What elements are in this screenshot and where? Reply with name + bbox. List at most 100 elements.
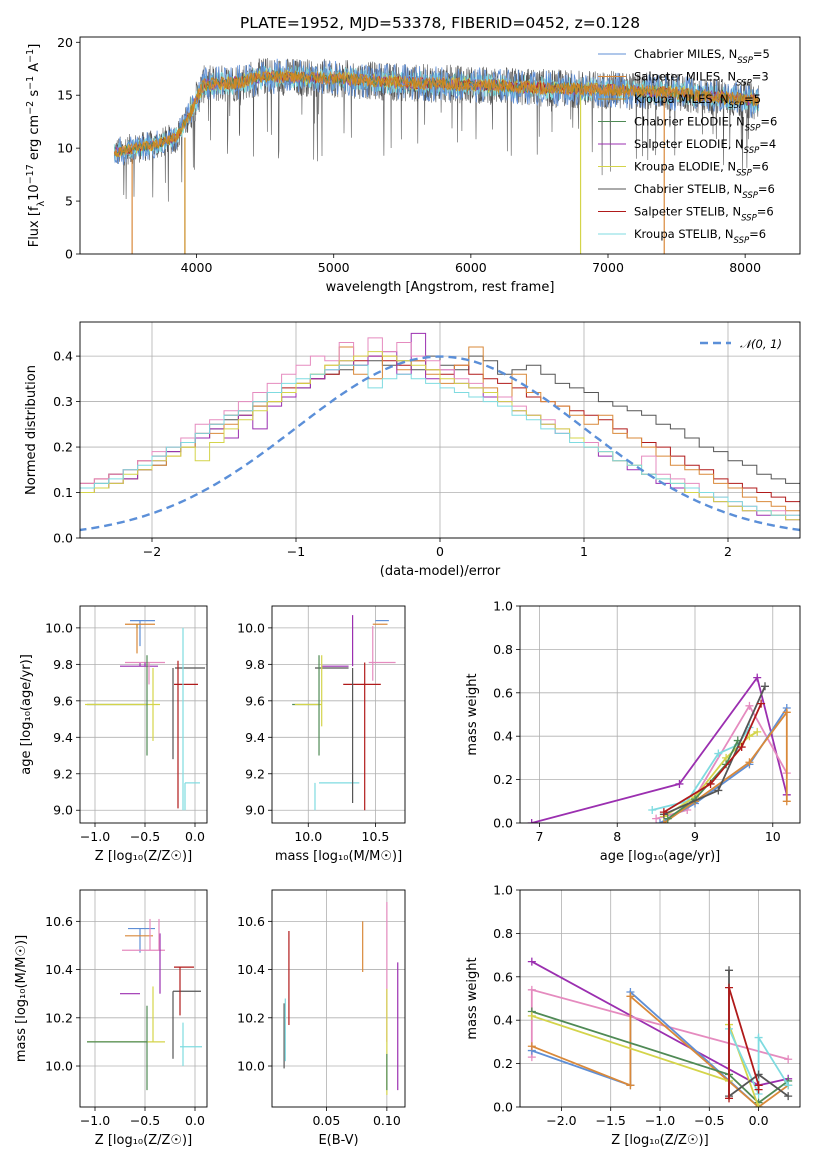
y-tick-label: 0.4 xyxy=(493,729,513,744)
legend-label: Chabrier ELODIE, NSSP=6 xyxy=(634,115,777,134)
y-tick-label: 10.4 xyxy=(45,962,73,977)
y-tick-label: 10.2 xyxy=(237,1010,265,1025)
data-marker xyxy=(745,758,754,767)
y-tick-label: 0.0 xyxy=(53,531,73,546)
x-axis-label: wavelength [Angstrom, rest frame] xyxy=(326,280,555,295)
y-tick-label: 9.2 xyxy=(245,766,265,781)
mass-weight-line xyxy=(663,703,762,813)
legend-label: Kroupa MILES, NSSP=5 xyxy=(634,92,761,111)
legend-label-part: =5 xyxy=(753,47,770,61)
y-axis-label: Normed distribution xyxy=(24,365,39,495)
data-marker xyxy=(527,1042,536,1051)
mass-vs-ebv-panel: 0.05 0.10 10.0 10.2 10.4 10.6 E(B-V) xyxy=(237,889,406,1148)
data-marker xyxy=(527,819,536,823)
y-tick-label: 0.6 xyxy=(493,685,513,700)
y-tick-label: 0.3 xyxy=(53,394,73,409)
legend-label-part: SSP xyxy=(736,79,752,89)
y-tick-label: 0.4 xyxy=(53,349,73,364)
legend-label-part: SSP xyxy=(729,101,745,111)
data-marker xyxy=(675,779,684,788)
age-vs-mass-panel: 10.0 10.5 9.0 9.2 9.4 9.6 9.8 10.0 mass [log₁₀(M… xyxy=(237,605,406,864)
data-marker xyxy=(754,1085,763,1094)
residual-histogram-panel: −2 −1 0 1 2 0.0 0.1 0.2 0.3 0.4 (data-model)/error… xyxy=(24,321,801,579)
legend-label-part: SSP xyxy=(734,236,750,246)
plot-area xyxy=(80,332,800,532)
legend-label-part: =6 xyxy=(752,160,769,174)
x-axis-label: Z [log₁₀(Z/Z☉)] xyxy=(95,849,192,864)
data-marker xyxy=(714,749,723,758)
y-axis-label: mass weight xyxy=(465,673,480,755)
y-tick-label: 10.0 xyxy=(237,1059,265,1074)
y-axis-label: mass weight xyxy=(465,957,480,1039)
legend-label-part: SSP xyxy=(736,169,752,179)
y-tick-label: 15 xyxy=(57,88,73,103)
y-tick-label: 10.4 xyxy=(237,962,265,977)
x-tick-label: −0.5 xyxy=(130,829,160,844)
legend-label: Salpeter MILES, NSSP=3 xyxy=(634,70,769,89)
x-tick-label: −1.0 xyxy=(645,1113,675,1128)
y-axis-label-part: λ xyxy=(36,200,47,206)
x-tick-label: 0.0 xyxy=(185,829,205,844)
legend-label-part: SSP xyxy=(737,56,753,66)
x-tick-label: 10 xyxy=(765,829,781,844)
y-tick-label: 9.6 xyxy=(245,693,265,708)
legend-label-part: SSP xyxy=(744,146,760,156)
x-tick-label: −0.5 xyxy=(694,1113,724,1128)
data-marker xyxy=(761,682,769,691)
data-marker xyxy=(784,1092,793,1101)
data-marker xyxy=(527,957,536,966)
y-tick-label: 1.0 xyxy=(493,883,513,898)
y-tick-label: 9.4 xyxy=(53,730,73,745)
data-marker xyxy=(659,808,668,817)
x-axis-label: Z [log₁₀(Z/Z☉)] xyxy=(611,1133,708,1148)
x-tick-label: 7 xyxy=(535,829,543,844)
y-tick-label: 9.8 xyxy=(245,657,265,672)
axes-frame xyxy=(79,605,208,824)
x-tick-label: 1 xyxy=(580,544,588,559)
legend-label: Chabrier STELIB, NSSP=6 xyxy=(634,182,775,201)
y-axis-label-part: ] xyxy=(27,44,42,49)
y-axis-label-part: −2 xyxy=(25,101,36,115)
data-marker xyxy=(714,786,723,795)
y-axis-label: Flux [fλ10−17 erg cm−2 s−1 A−1] xyxy=(25,44,47,248)
x-tick-label: 0.0 xyxy=(185,1113,205,1128)
spectrum-line xyxy=(113,70,759,158)
y-tick-label: 10.0 xyxy=(45,620,73,635)
legend-label: Salpeter ELODIE, NSSP=4 xyxy=(634,137,776,156)
axes-frame xyxy=(271,605,406,824)
x-axis-label: E(B-V) xyxy=(318,1133,358,1148)
y-tick-label: 0.8 xyxy=(493,926,513,941)
mass-vs-z-panel: −1.0 −0.5 0.0 10.0 10.2 10.4 10.6 Z [log₁₀(Z/Z☉… xyxy=(14,889,208,1148)
x-tick-label: 6000 xyxy=(455,260,487,275)
data-marker xyxy=(656,819,664,823)
plot-area xyxy=(283,902,399,1095)
y-tick-label: 9.6 xyxy=(53,693,73,708)
axes-frame xyxy=(271,889,406,1108)
data-marker xyxy=(753,673,762,682)
y-axis-label-part: −17 xyxy=(25,164,36,184)
axes-frame xyxy=(79,889,208,1108)
x-tick-label: 7000 xyxy=(592,260,624,275)
axes-frame xyxy=(79,321,801,539)
mass-weight-line xyxy=(531,675,788,823)
x-tick-label: 8 xyxy=(613,829,621,844)
grid-lines xyxy=(80,890,207,1107)
legend-label-part: Chabrier MILES, N xyxy=(634,47,737,61)
x-axis-label: Z [log₁₀(Z/Z☉)] xyxy=(95,1133,192,1148)
mass-weight-line xyxy=(655,703,788,820)
legend-label-part: SSP xyxy=(745,124,761,134)
x-tick-label: −0.5 xyxy=(130,1113,160,1128)
legend-label-part: Kroupa MILES, N xyxy=(634,92,729,106)
y-tick-label: 0.8 xyxy=(493,642,513,657)
data-marker xyxy=(782,708,791,717)
grid-lines xyxy=(80,606,207,823)
x-axis-label: age [log₁₀(age/yr)] xyxy=(600,849,721,864)
x-tick-label: 0.10 xyxy=(373,1113,401,1128)
histogram-step xyxy=(80,364,800,521)
x-tick-label: 9 xyxy=(691,829,699,844)
legend-label-part: SSP xyxy=(742,191,758,201)
y-tick-label: 0.6 xyxy=(493,969,513,984)
y-tick-label: 20 xyxy=(57,35,73,50)
y-tick-label: 9.0 xyxy=(245,803,265,818)
